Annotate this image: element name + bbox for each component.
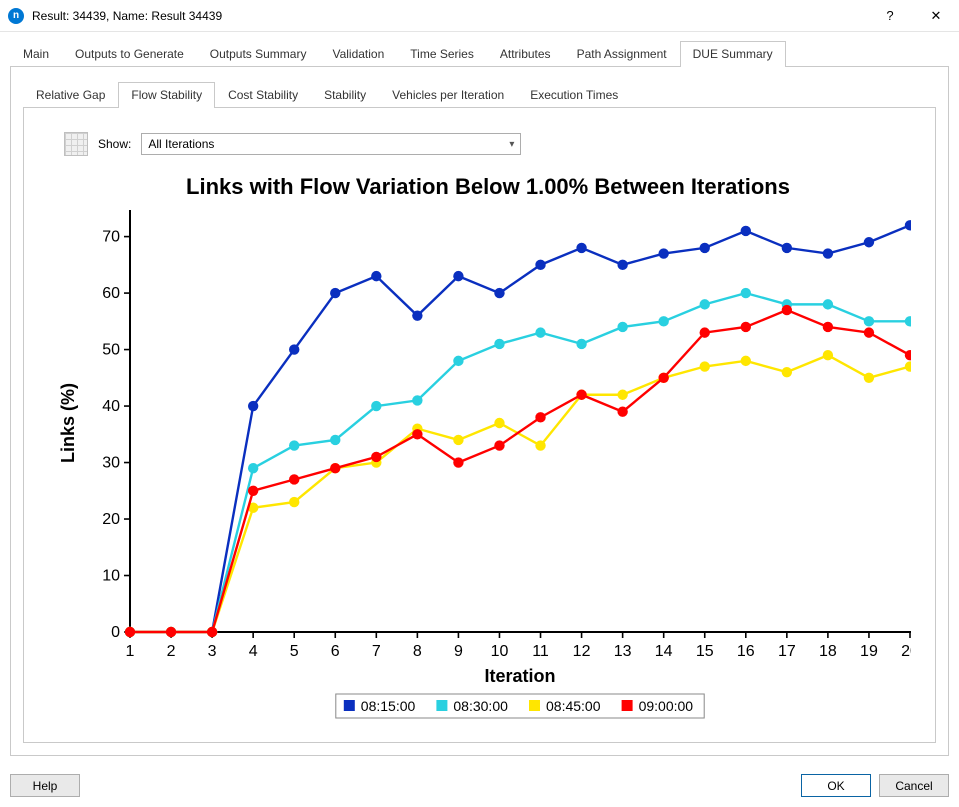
iterations-select-value: All Iterations: [148, 137, 214, 151]
svg-text:18: 18: [819, 643, 837, 660]
tab-validation[interactable]: Validation: [319, 41, 397, 67]
svg-text:60: 60: [102, 285, 120, 302]
svg-text:20: 20: [102, 511, 120, 528]
sub-tabpanel: Show: All Iterations ▾ Links with Flow V…: [23, 108, 936, 743]
svg-text:9: 9: [454, 643, 463, 660]
tab-attributes[interactable]: Attributes: [487, 41, 564, 67]
svg-text:4: 4: [249, 643, 258, 660]
tab-outputs-to-generate[interactable]: Outputs to Generate: [62, 41, 197, 67]
subtab-relative-gap[interactable]: Relative Gap: [23, 82, 118, 108]
svg-text:5: 5: [290, 643, 299, 660]
tab-outputs-summary[interactable]: Outputs Summary: [197, 41, 320, 67]
svg-text:10: 10: [491, 643, 509, 660]
cancel-button[interactable]: Cancel: [879, 774, 949, 797]
controls-row: Show: All Iterations ▾: [64, 132, 923, 156]
svg-text:1: 1: [126, 643, 135, 660]
subtab-flow-stability[interactable]: Flow Stability: [118, 82, 215, 108]
chevron-down-icon: ▾: [509, 139, 514, 150]
titlebar: n Result: 34439, Name: Result 34439 ? ✕: [0, 0, 959, 32]
sub-tabstrip: Relative GapFlow StabilityCost Stability…: [23, 81, 936, 108]
svg-text:40: 40: [102, 398, 120, 415]
svg-text:2: 2: [167, 643, 176, 660]
dialog-footer: Help OK Cancel: [0, 768, 959, 807]
svg-text:7: 7: [372, 643, 381, 660]
subtab-execution-times[interactable]: Execution Times: [517, 82, 631, 108]
svg-text:30: 30: [102, 455, 120, 472]
subtab-cost-stability[interactable]: Cost Stability: [215, 82, 311, 108]
svg-text:09:00:00: 09:00:00: [639, 698, 694, 714]
svg-text:15: 15: [696, 643, 714, 660]
show-label: Show:: [98, 137, 131, 151]
tab-main[interactable]: Main: [10, 41, 62, 67]
tab-due-summary[interactable]: DUE Summary: [680, 41, 786, 67]
app-icon: n: [8, 8, 24, 24]
svg-text:13: 13: [614, 643, 632, 660]
titlebar-help-button[interactable]: ?: [867, 0, 913, 32]
window-title: Result: 34439, Name: Result 34439: [32, 9, 867, 23]
svg-text:6: 6: [331, 643, 340, 660]
tab-path-assignment[interactable]: Path Assignment: [564, 41, 680, 67]
subtab-stability[interactable]: Stability: [311, 82, 379, 108]
svg-text:0: 0: [111, 624, 120, 641]
svg-text:19: 19: [860, 643, 878, 660]
svg-text:17: 17: [778, 643, 796, 660]
svg-text:11: 11: [532, 643, 549, 660]
titlebar-close-button[interactable]: ✕: [913, 0, 959, 32]
help-button[interactable]: Help: [10, 774, 80, 797]
tab-time-series[interactable]: Time Series: [397, 41, 487, 67]
svg-text:70: 70: [102, 229, 120, 246]
ok-button[interactable]: OK: [801, 774, 871, 797]
chart-area: Links with Flow Variation Below 1.00% Be…: [36, 164, 923, 730]
svg-text:Links with Flow Variation Belo: Links with Flow Variation Below 1.00% Be…: [186, 174, 790, 199]
svg-text:14: 14: [655, 643, 673, 660]
svg-text:08:15:00: 08:15:00: [361, 698, 416, 714]
svg-text:Iteration: Iteration: [484, 666, 555, 686]
svg-text:16: 16: [737, 643, 755, 660]
svg-text:08:45:00: 08:45:00: [546, 698, 601, 714]
svg-text:10: 10: [102, 568, 120, 585]
svg-text:20: 20: [901, 643, 911, 660]
flow-stability-chart: Links with Flow Variation Below 1.00% Be…: [48, 170, 911, 730]
grid-toggle-icon[interactable]: [64, 132, 88, 156]
svg-text:Links (%): Links (%): [58, 383, 78, 463]
svg-text:50: 50: [102, 342, 120, 359]
svg-text:3: 3: [208, 643, 217, 660]
svg-text:12: 12: [573, 643, 591, 660]
content-area: MainOutputs to GenerateOutputs SummaryVa…: [0, 32, 959, 768]
main-tabstrip: MainOutputs to GenerateOutputs SummaryVa…: [10, 40, 949, 67]
iterations-select[interactable]: All Iterations ▾: [141, 133, 521, 155]
svg-text:08:30:00: 08:30:00: [453, 698, 508, 714]
svg-text:8: 8: [413, 643, 422, 660]
main-tabpanel: Relative GapFlow StabilityCost Stability…: [10, 67, 949, 756]
subtab-vehicles-per-iteration[interactable]: Vehicles per Iteration: [379, 82, 517, 108]
